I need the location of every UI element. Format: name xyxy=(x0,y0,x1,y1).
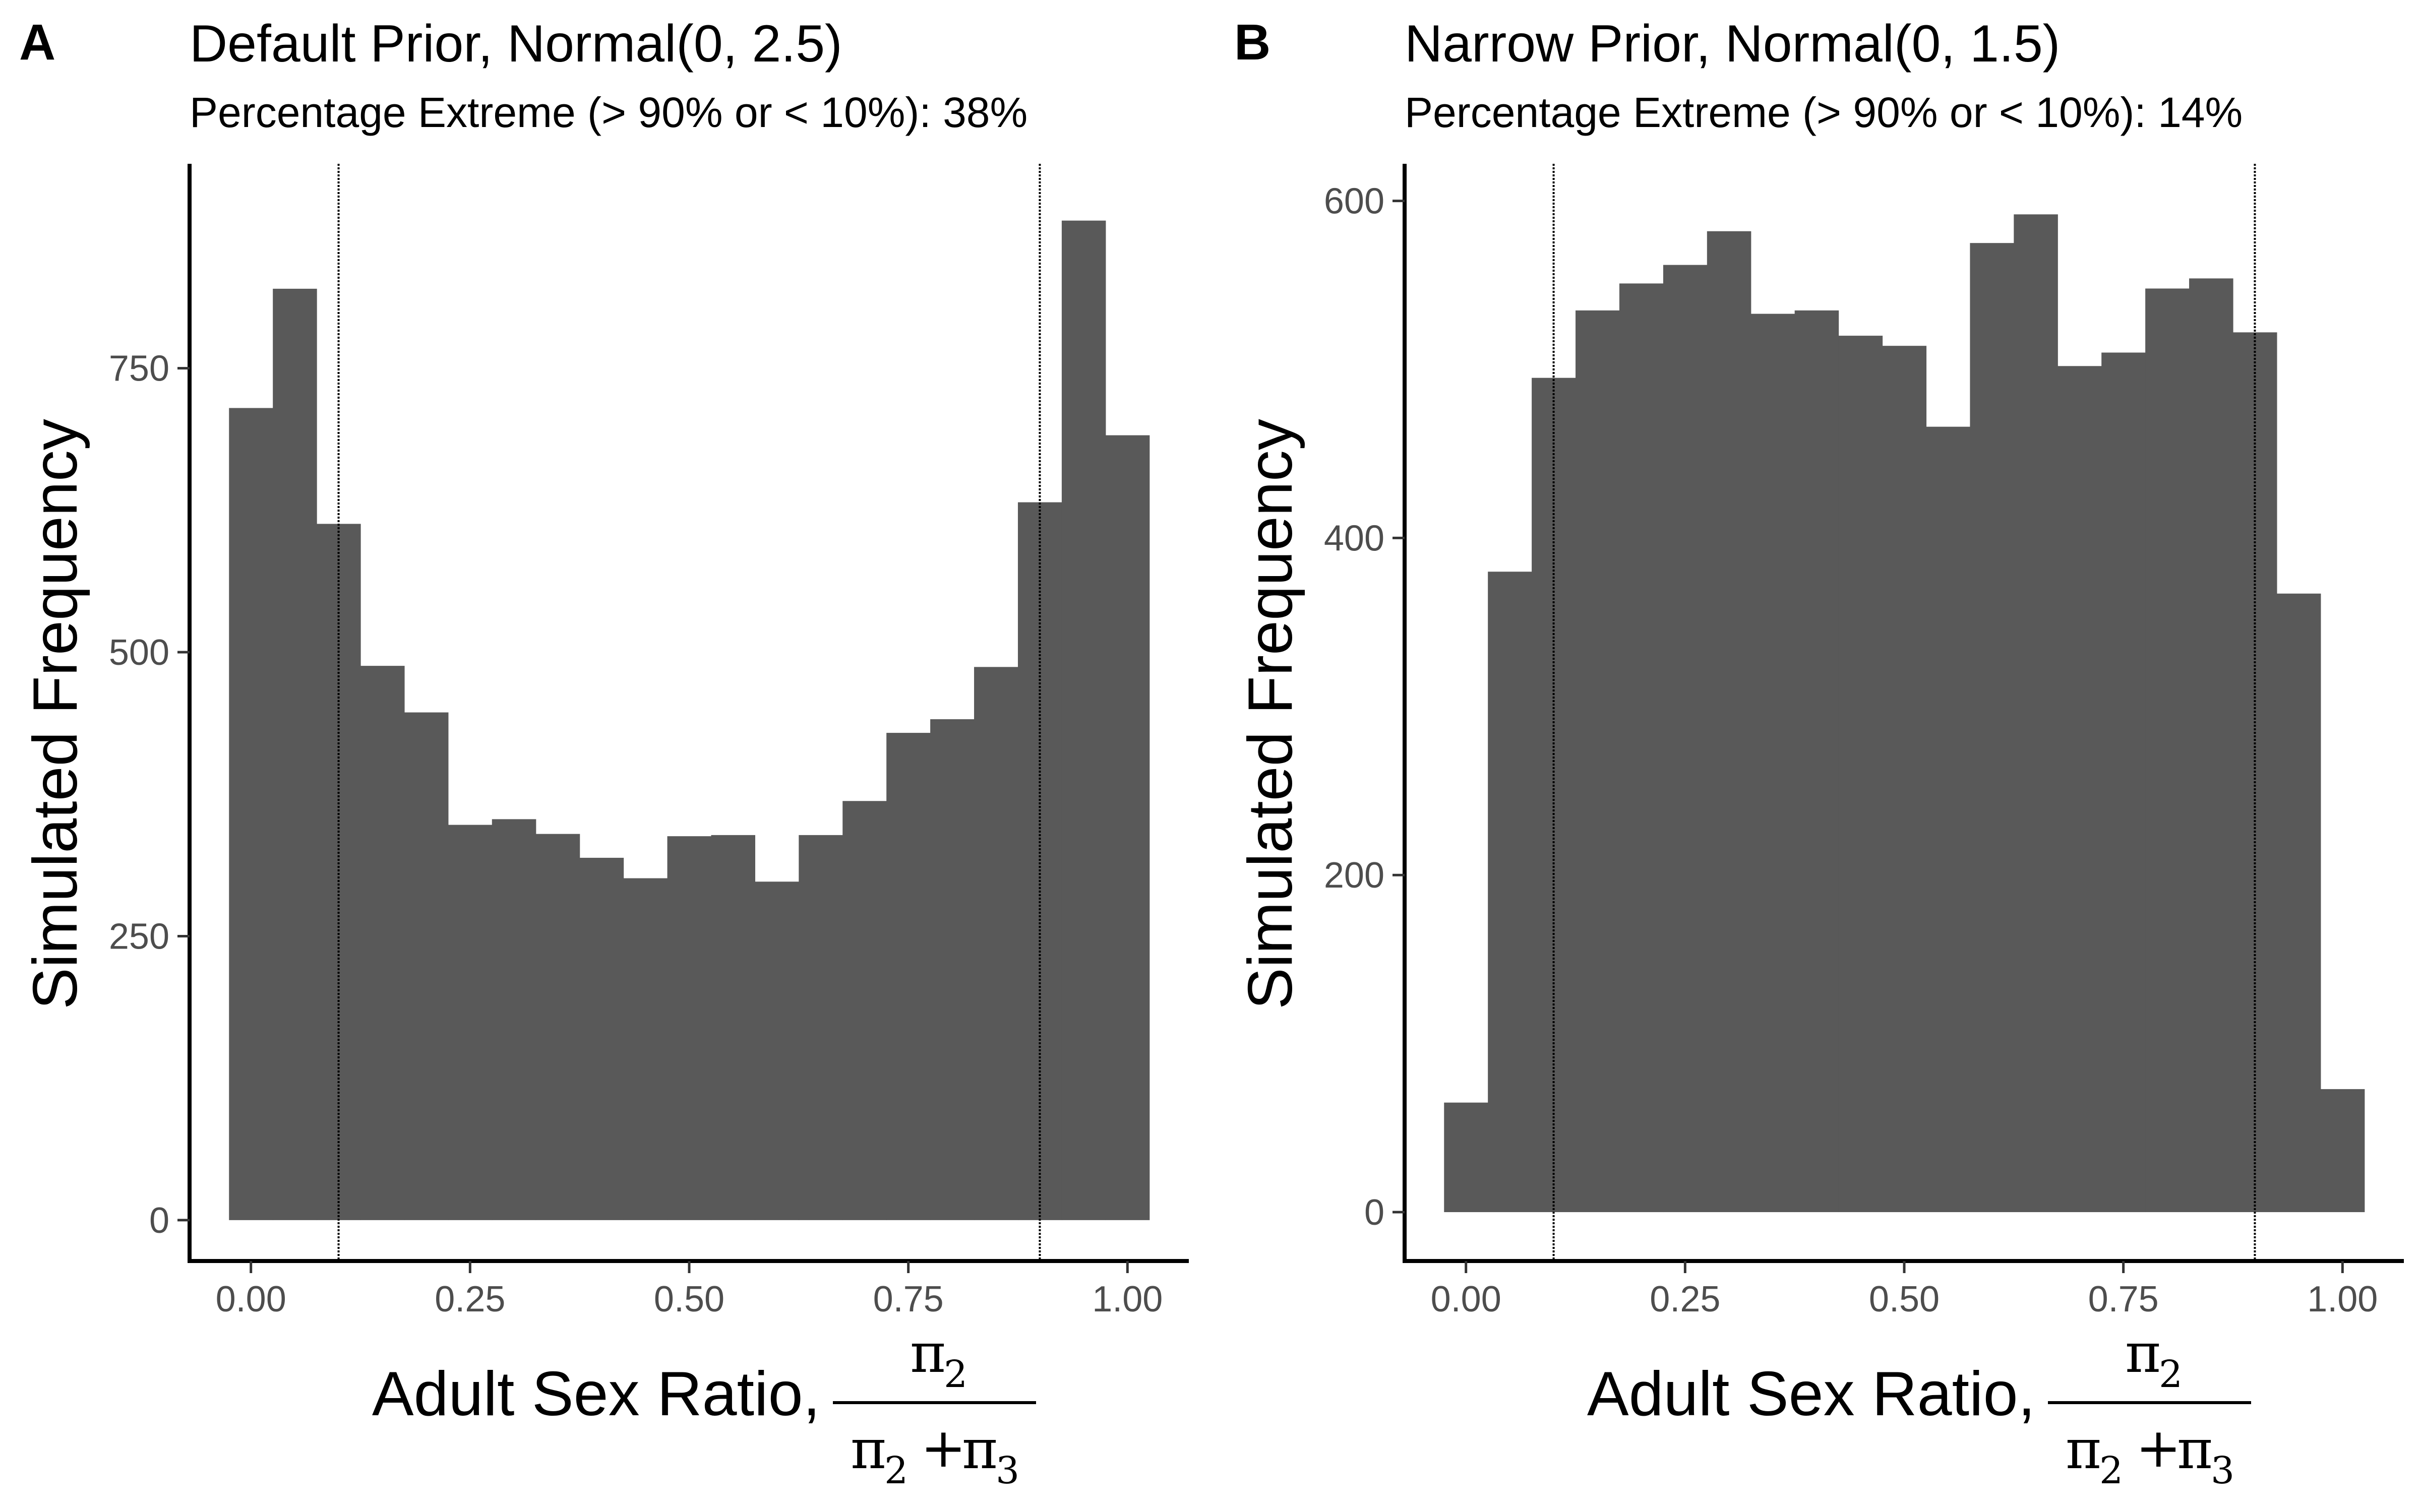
histogram-bar xyxy=(974,667,1018,1220)
x-tick-label: 1.00 xyxy=(1092,1279,1163,1319)
panel-subtitle: Percentage Extreme (> 90% or < 10%): 38% xyxy=(190,89,1027,136)
histogram-bar xyxy=(2101,352,2146,1213)
x-tick-label: 0.25 xyxy=(435,1279,505,1319)
fraction-denominator: π 2 + π 3 xyxy=(2066,1417,2234,1492)
svg-text:π: π xyxy=(910,1322,946,1385)
histogram-bar xyxy=(667,836,712,1220)
panel-title: Default Prior, Normal(0, 2.5) xyxy=(190,15,842,73)
histogram-bar xyxy=(930,719,975,1220)
histogram-bar xyxy=(2189,278,2233,1213)
plot-area: 0 250 500 750 0.00 0.25 0.50 0.75 1.00 xyxy=(109,164,1189,1319)
y-axis-title: Simulated Frequency xyxy=(1236,419,1305,1010)
svg-text:π: π xyxy=(851,1418,886,1481)
x-tick-label: 1.00 xyxy=(2307,1279,2378,1319)
histogram-bar xyxy=(317,524,361,1220)
y-tick-label: 600 xyxy=(1324,181,1384,222)
histogram-bar xyxy=(1838,336,1883,1213)
histogram-bar xyxy=(1488,572,1532,1213)
fraction-denominator: π 2 + π 3 xyxy=(851,1417,1019,1492)
svg-text:+: + xyxy=(921,1417,966,1480)
panel-letter: A xyxy=(19,14,55,71)
histogram-bar xyxy=(1794,310,1839,1213)
svg-text:2: 2 xyxy=(944,1353,967,1396)
x-tick-label: 0.75 xyxy=(2088,1279,2159,1319)
y-tick-label: 0 xyxy=(149,1201,169,1241)
svg-text:π: π xyxy=(962,1418,998,1481)
x-axis-title: Adult Sex Ratio, π 2 π 2 + π 3 xyxy=(372,1322,1036,1492)
svg-text:π: π xyxy=(2066,1418,2101,1481)
histogram-bar xyxy=(492,819,536,1220)
histogram-bar xyxy=(404,712,449,1220)
panel-b: B Narrow Prior, Normal(0, 1.5) Percentag… xyxy=(1234,14,2404,1492)
svg-text:+: + xyxy=(2136,1417,2182,1480)
histogram-bar xyxy=(2014,214,2058,1213)
histogram-bar xyxy=(229,408,273,1220)
svg-text:2: 2 xyxy=(884,1449,908,1492)
panel-subtitle: Percentage Extreme (> 90% or < 10%): 14% xyxy=(1405,89,2243,136)
svg-text:3: 3 xyxy=(2211,1449,2234,1492)
svg-text:3: 3 xyxy=(996,1449,1019,1492)
x-axis-title-text: Adult Sex Ratio, xyxy=(1587,1359,2035,1429)
x-tick-label: 0.50 xyxy=(1869,1279,1940,1319)
x-axis-title: Adult Sex Ratio, π 2 π 2 + π 3 xyxy=(1587,1322,2251,1492)
y-axis-title: Simulated Frequency xyxy=(21,419,90,1010)
fraction-numerator: π 2 xyxy=(910,1322,967,1396)
svg-text:π: π xyxy=(2125,1322,2161,1385)
y-tick-label: 750 xyxy=(109,349,169,389)
histogram-bar xyxy=(623,878,668,1220)
y-tick-label: 500 xyxy=(109,633,169,673)
panel-a: A Default Prior, Normal(0, 2.5) Percenta… xyxy=(19,14,1189,1492)
svg-text:2: 2 xyxy=(2099,1449,2123,1492)
x-axis-title-text: Adult Sex Ratio, xyxy=(372,1359,820,1429)
histogram-bar xyxy=(1750,313,1795,1213)
histogram-bars xyxy=(229,220,1150,1220)
y-tick-label: 250 xyxy=(109,916,169,957)
svg-text:2: 2 xyxy=(2159,1353,2183,1396)
histogram-bar xyxy=(1663,265,1708,1213)
histogram-bar xyxy=(755,881,799,1220)
histogram-bar xyxy=(1105,435,1150,1220)
histogram-bar xyxy=(1882,346,1927,1213)
y-tick-label: 0 xyxy=(1364,1192,1384,1233)
plot-area: 0 200 400 600 0.00 0.25 0.50 0.75 1.00 xyxy=(1324,164,2404,1319)
histogram-bar xyxy=(448,825,493,1220)
y-tick-label: 200 xyxy=(1324,855,1384,896)
histogram-bar xyxy=(360,666,405,1220)
x-tick-label: 0.75 xyxy=(873,1279,944,1319)
histogram-bar xyxy=(2276,593,2321,1213)
histogram-bar xyxy=(2320,1089,2365,1213)
histogram-bar xyxy=(842,801,887,1220)
y-tick-label: 400 xyxy=(1324,518,1384,558)
histogram-bar xyxy=(799,835,843,1220)
histogram-bar xyxy=(1926,426,1970,1213)
x-tick-label: 0.50 xyxy=(654,1279,724,1319)
histogram-bar xyxy=(1970,243,2014,1213)
histogram-bar xyxy=(886,733,931,1220)
histogram-bar xyxy=(2145,288,2190,1213)
histogram-bar xyxy=(1061,220,1106,1220)
histogram-bar xyxy=(1619,283,1664,1213)
x-tick-label: 0.25 xyxy=(1650,1279,1720,1319)
histogram-bar xyxy=(273,288,317,1220)
histogram-bar xyxy=(1707,231,1751,1213)
histogram-bar xyxy=(1444,1102,1488,1213)
histogram-bar xyxy=(711,835,755,1220)
histogram-bars xyxy=(1444,214,2365,1213)
histogram-bar xyxy=(535,834,580,1220)
histogram-bar xyxy=(579,857,624,1220)
panel-letter: B xyxy=(1234,14,1270,71)
fraction-numerator: π 2 xyxy=(2125,1322,2183,1396)
histogram-bar xyxy=(1576,310,1620,1213)
x-tick-label: 0.00 xyxy=(216,1279,286,1319)
histogram-bar xyxy=(2058,366,2102,1213)
panel-title: Narrow Prior, Normal(0, 1.5) xyxy=(1405,15,2060,73)
svg-text:π: π xyxy=(2177,1418,2213,1481)
x-tick-label: 0.00 xyxy=(1431,1279,1501,1319)
